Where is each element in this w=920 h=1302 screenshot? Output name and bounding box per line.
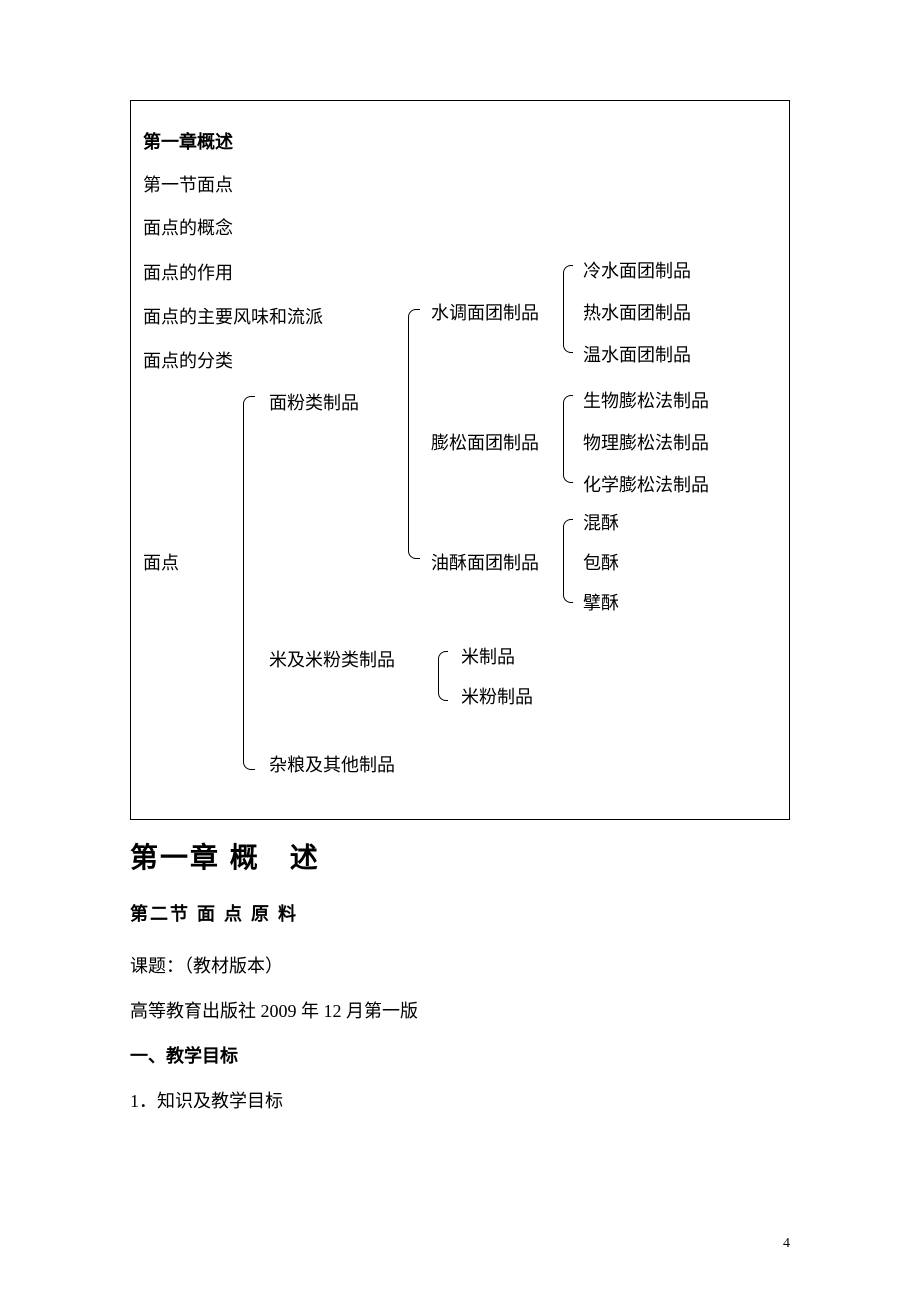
bracket-root [243,396,255,770]
level2-puff: 膨松面团制品 [431,429,539,455]
level3-oil-b: 包酥 [583,549,619,575]
level3-oil-a: 混酥 [583,509,619,535]
bracket-water [563,265,573,353]
level2-water: 水调面团制品 [431,299,539,325]
bracket-rice [438,651,448,701]
topic-line: 课题：（教材版本） [130,944,790,989]
classification-tree: 面点的作用 面点的主要风味和流派 面点的分类 面点 面粉类制品 米及米粉类制品 … [143,251,777,826]
objective-header: 一、教学目标 [130,1034,790,1079]
level3-water-b: 热水面团制品 [583,299,691,325]
objective-item-1: 1．知识及教学目标 [130,1079,790,1124]
bracket-oil [563,519,573,603]
level2-oil: 油酥面团制品 [431,549,539,575]
bracket-flour [408,309,420,559]
concept-line: 面点的概念 [143,207,777,250]
section-header: 第一节面点 [143,164,777,207]
level1-flour: 面粉类制品 [269,389,359,415]
level3-rice-a: 米制品 [461,643,515,669]
chapter-header: 第一章概述 [143,121,777,164]
chapter-title: 第一章 概 述 [130,836,790,876]
tree-root: 面点 [143,549,179,575]
level1-rice: 米及米粉类制品 [269,646,395,672]
classify-line: 面点的分类 [143,347,233,373]
level3-oil-c: 擘酥 [583,589,619,615]
bordered-content-box: 第一章概述 第一节面点 面点的概念 面点的作用 面点的主要风味和流派 面点的分类… [130,100,790,820]
level3-water-a: 冷水面团制品 [583,257,691,283]
function-line: 面点的作用 [143,259,233,285]
level3-rice-b: 米粉制品 [461,683,533,709]
level3-water-c: 温水面团制品 [583,341,691,367]
page-number: 4 [783,1236,790,1252]
publisher-line: 高等教育出版社 2009 年 12 月第一版 [130,989,790,1034]
section-title: 第二节 面 点 原 料 [130,900,790,926]
level1-other: 杂粮及其他制品 [269,751,395,777]
level3-puff-c: 化学膨松法制品 [583,471,709,497]
bracket-puff [563,395,573,483]
level3-puff-b: 物理膨松法制品 [583,429,709,455]
style-line: 面点的主要风味和流派 [143,303,323,329]
level3-puff-a: 生物膨松法制品 [583,387,709,413]
